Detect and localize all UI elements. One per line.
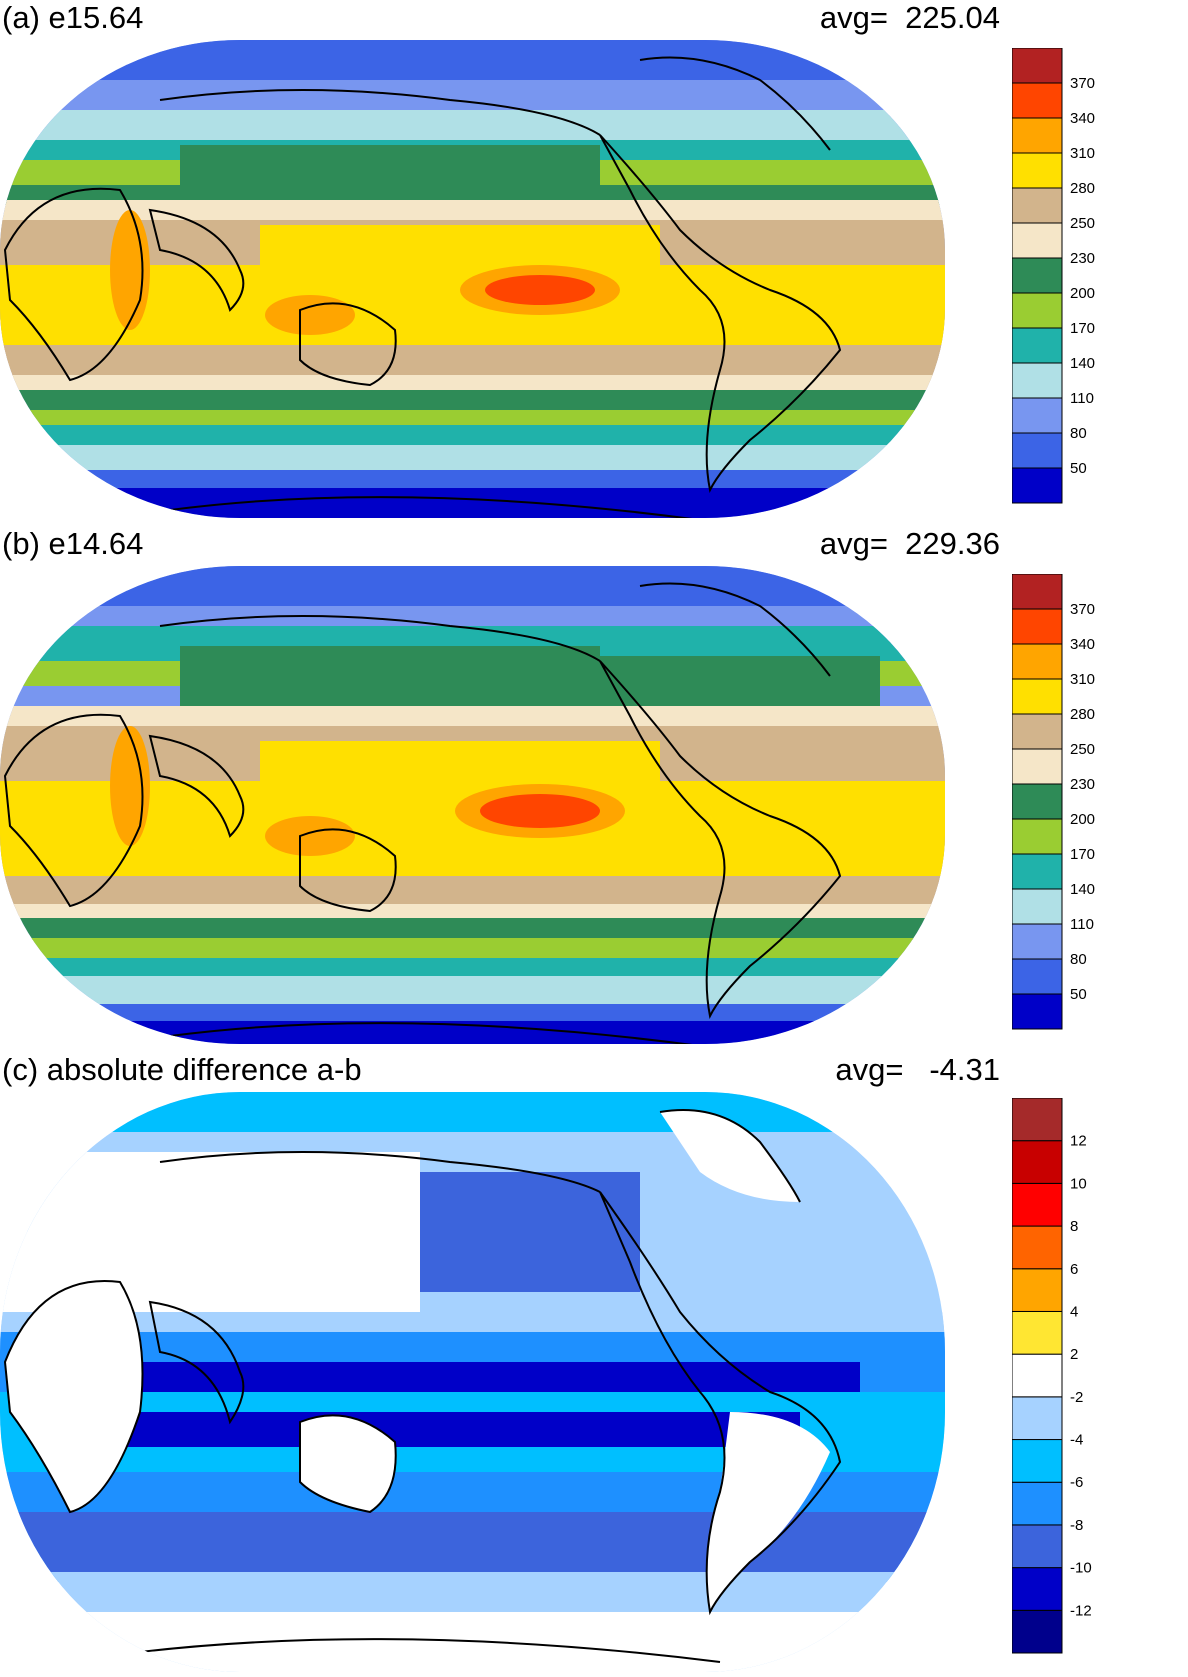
colorbar-segment xyxy=(1012,1524,1063,1569)
colorbar-segment xyxy=(1012,888,1063,925)
colorbar-tick-label: 340 xyxy=(1070,110,1095,127)
colorbar-tick-label: -4 xyxy=(1070,1432,1083,1449)
panel-title: (c) absolute difference a-b xyxy=(2,1052,362,1087)
colorbar-segment xyxy=(1012,1268,1063,1312)
colorbar-tick-label: 280 xyxy=(1070,706,1095,723)
colorbar-segment xyxy=(1012,993,1063,1030)
colorbar-segment xyxy=(1012,1182,1063,1227)
colorbar-segment xyxy=(1012,958,1063,995)
colorbar-tick-label: 80 xyxy=(1070,425,1087,442)
colorbar-segment xyxy=(1012,1609,1063,1654)
map-c xyxy=(0,1092,945,1672)
coastlines xyxy=(3,56,842,518)
colorbar-segment xyxy=(1012,713,1063,750)
colorbar: 50 80 110 140 170 200 230 250 280 310 340 370 xyxy=(1012,574,1095,1030)
panel-b: (b) e14.64 avg= 229.36 xyxy=(0,526,1188,1046)
colorbar-segment xyxy=(1012,152,1063,189)
colorbar-tick-label: 6 xyxy=(1070,1261,1078,1278)
colorbar-segment xyxy=(1012,187,1063,224)
colorbar-segment xyxy=(1012,362,1063,399)
panel-average: avg= 229.36 xyxy=(819,526,1000,561)
colorbar-segment xyxy=(1012,1396,1063,1441)
colorbar-segment xyxy=(1012,327,1063,364)
colorbar-segment xyxy=(1012,783,1063,820)
colorbar-tick-label: 310 xyxy=(1070,145,1095,162)
colorbar-tick-label: 200 xyxy=(1070,285,1095,302)
colorbar-segment xyxy=(1012,923,1063,960)
colorbar-tick-label: 170 xyxy=(1070,320,1095,337)
colorbar-segment xyxy=(1012,1310,1063,1355)
colorbar-segment xyxy=(1012,643,1063,680)
colorbar-tick-label: 340 xyxy=(1070,636,1095,653)
colorbar-tick-label: 4 xyxy=(1070,1303,1078,1320)
colorbar-segment xyxy=(1012,853,1063,890)
colorbar-segment xyxy=(1012,678,1063,715)
colorbar-tick-label: 110 xyxy=(1070,390,1094,407)
colorbar-tick-label: 50 xyxy=(1070,460,1087,477)
colorbar-tick-label: 200 xyxy=(1070,811,1095,828)
colorbar-segment xyxy=(1012,467,1063,504)
colorbar-segment xyxy=(1012,432,1063,469)
colorbar-segment xyxy=(1012,48,1063,84)
colorbar-segment xyxy=(1012,82,1063,119)
colorbar-tick-label: -10 xyxy=(1070,1560,1092,1577)
panel-title: (b) e14.64 xyxy=(2,526,144,561)
colorbar-tick-label: 280 xyxy=(1070,180,1095,197)
colorbar-tick-label: -6 xyxy=(1070,1474,1083,1491)
colorbar-tick-label: 310 xyxy=(1070,671,1095,688)
colorbar-tick-label: 2 xyxy=(1070,1346,1078,1363)
panel-average: avg= 225.04 xyxy=(819,0,1000,35)
colorbar-tick-label: 10 xyxy=(1070,1175,1087,1192)
colorbar-segment xyxy=(1012,117,1063,154)
colorbar-segment xyxy=(1012,574,1063,610)
colorbar-tick-label: 370 xyxy=(1070,75,1095,92)
colorbar-segment xyxy=(1012,1567,1063,1611)
colorbar-tick-label: 8 xyxy=(1070,1218,1078,1235)
colorbar-segment xyxy=(1012,292,1063,329)
colorbar-tick-label: 110 xyxy=(1070,916,1094,933)
colorbar-tick-label: 140 xyxy=(1070,881,1095,898)
colorbar-segment xyxy=(1012,1353,1063,1398)
colorbar-tick-label: 370 xyxy=(1070,601,1095,618)
colorbar-tick-label: 250 xyxy=(1070,215,1095,232)
colorbar-tick-label: 230 xyxy=(1070,776,1095,793)
panel-average: avg= -4.31 xyxy=(835,1052,1000,1087)
colorbar-tick-label: -12 xyxy=(1070,1602,1092,1619)
colorbar-tick-label: 12 xyxy=(1070,1133,1087,1150)
colorbar-tick-label: 140 xyxy=(1070,355,1095,372)
colorbar: 50 80 110 140 170 200 230 250 280 310 340 370 xyxy=(1012,48,1095,504)
map-b xyxy=(0,566,945,1044)
panel-title: (a) e15.64 xyxy=(2,0,144,35)
colorbar-segment xyxy=(1012,748,1063,785)
colorbar-segment xyxy=(1012,257,1063,294)
colorbar-segment xyxy=(1012,1439,1063,1483)
colorbar-tick-label: 80 xyxy=(1070,951,1087,968)
colorbar-segment xyxy=(1012,1225,1063,1270)
coastlines xyxy=(3,1109,842,1663)
colorbar-tick-label: -2 xyxy=(1070,1389,1083,1406)
colorbar-tick-label: 50 xyxy=(1070,986,1087,1003)
coastlines xyxy=(3,582,842,1044)
colorbar-tick-label: 170 xyxy=(1070,846,1095,863)
colorbar-segment xyxy=(1012,1140,1063,1184)
colorbar-segment xyxy=(1012,818,1063,855)
panel-a: (a) e15.64 avg= 225.04 xyxy=(0,0,1188,520)
colorbar-segment xyxy=(1012,608,1063,645)
colorbar-tick-label: -8 xyxy=(1070,1517,1083,1534)
colorbar-segment xyxy=(1012,397,1063,434)
colorbar-segment xyxy=(1012,1098,1063,1142)
colorbar-segment xyxy=(1012,1481,1063,1526)
colorbar: -12 -10 -8 -6 -4 -2 2 4 6 8 10 12 xyxy=(1012,1098,1092,1654)
panel-c: (c) absolute difference a-b avg= -4.31 xyxy=(0,1052,1188,1677)
colorbar-tick-label: 250 xyxy=(1070,741,1095,758)
map-a xyxy=(0,40,945,518)
colorbar-tick-label: 230 xyxy=(1070,250,1095,267)
colorbar-segment xyxy=(1012,222,1063,259)
